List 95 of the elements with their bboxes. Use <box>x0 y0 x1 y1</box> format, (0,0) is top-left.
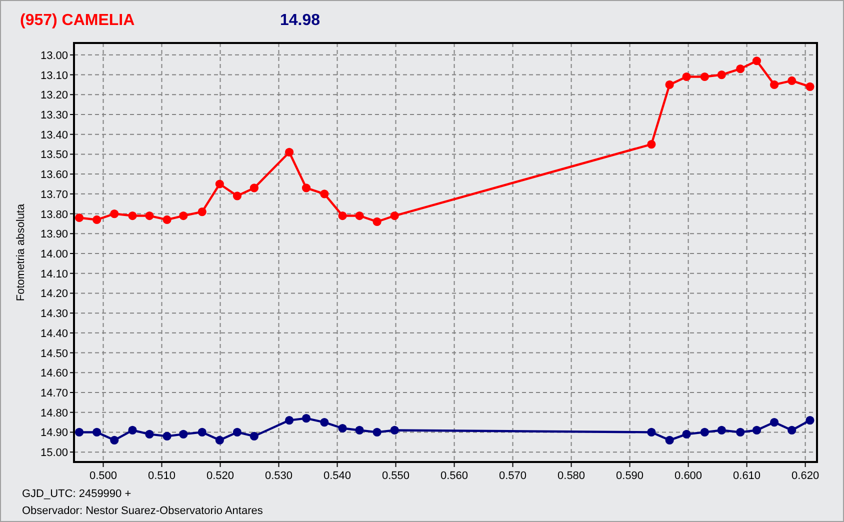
y-tick-label: 14.00 <box>40 248 68 260</box>
y-tick-label: 14.50 <box>40 348 68 360</box>
point <box>198 428 206 437</box>
x-tick-label: 0.530 <box>265 470 293 482</box>
point <box>92 428 102 437</box>
point <box>284 148 294 157</box>
x-tick-label: 0.610 <box>733 470 761 482</box>
point <box>92 215 102 224</box>
x-tick-label: 0.520 <box>206 470 234 482</box>
point <box>788 76 796 86</box>
x-tick-label: 0.580 <box>558 470 586 482</box>
point <box>179 211 188 220</box>
x-tick-label: 0.570 <box>499 470 527 482</box>
point <box>806 82 814 91</box>
point <box>647 140 656 149</box>
point <box>770 418 779 427</box>
y-tick-label: 14.40 <box>40 328 68 340</box>
point <box>110 436 119 444</box>
point <box>717 70 726 80</box>
point <box>752 56 762 66</box>
y-tick-label: 13.20 <box>40 90 68 102</box>
point <box>162 215 172 224</box>
x-tick-label: 0.560 <box>440 470 468 482</box>
point <box>770 80 779 89</box>
point <box>198 207 206 216</box>
y-tick-label: 14.90 <box>40 427 68 440</box>
y-tick-label: 13.40 <box>40 129 68 142</box>
point <box>74 428 84 437</box>
point <box>806 416 814 425</box>
point <box>145 211 154 220</box>
point <box>372 428 382 437</box>
y-tick-label: 13.30 <box>40 109 68 122</box>
x-tick-label: 0.540 <box>324 470 352 482</box>
x-tick-label: 0.600 <box>674 470 702 482</box>
y-axis-title: Fotometria absoluta <box>15 203 27 302</box>
point <box>232 428 242 437</box>
chart-title: (957) CAMELIA <box>20 12 136 29</box>
point <box>736 64 745 74</box>
point <box>752 426 762 435</box>
x-tick-label: 0.510 <box>148 470 176 482</box>
x-tick-label: 0.620 <box>792 470 820 482</box>
y-tick-label: 14.80 <box>40 407 68 420</box>
y-tick-label: 13.80 <box>40 208 68 221</box>
y-tick-label: 13.60 <box>40 169 68 182</box>
point <box>284 416 294 425</box>
chart-subtitle: 14.98 <box>280 12 320 29</box>
point <box>390 211 399 220</box>
y-tick-label: 13.00 <box>40 50 68 62</box>
y-tick-label: 13.70 <box>40 188 68 201</box>
point <box>232 192 242 200</box>
point <box>338 424 347 433</box>
point <box>162 432 172 440</box>
point <box>736 428 745 437</box>
point <box>110 209 119 218</box>
point <box>355 426 364 435</box>
point <box>682 430 691 438</box>
point <box>647 428 656 437</box>
point <box>665 80 674 89</box>
point <box>215 436 224 444</box>
y-tick-label: 14.30 <box>40 308 68 320</box>
point <box>338 211 347 220</box>
y-tick-label: 14.20 <box>40 288 68 300</box>
y-tick-label: 14.10 <box>40 268 68 280</box>
point <box>302 184 311 192</box>
x-tick-label: 0.590 <box>616 470 644 482</box>
point <box>390 426 399 435</box>
point <box>302 414 311 423</box>
y-tick-label: 13.50 <box>40 149 68 162</box>
point <box>355 211 364 220</box>
y-tick-label: 14.70 <box>40 388 68 400</box>
text: GJD_UTC: 2459990 + <box>22 488 132 500</box>
point <box>145 430 154 438</box>
y-tick-label: 14.60 <box>40 368 68 380</box>
point <box>700 428 709 437</box>
text: Observador: Nestor Suarez-Observatorio Antares <box>22 505 264 517</box>
point <box>74 213 84 222</box>
point <box>717 426 726 435</box>
point <box>372 217 382 226</box>
point <box>788 426 796 435</box>
y-tick-label: 13.10 <box>40 70 68 82</box>
point <box>682 72 691 82</box>
point <box>215 180 224 188</box>
y-tick-label: 13.90 <box>40 228 68 241</box>
point <box>250 184 258 192</box>
point <box>179 430 188 438</box>
point <box>128 211 137 220</box>
point <box>320 190 329 198</box>
point <box>250 432 258 440</box>
y-tick-label: 15.00 <box>40 447 68 460</box>
point <box>700 72 709 82</box>
point <box>665 436 674 444</box>
x-tick-label: 0.500 <box>89 470 118 482</box>
point <box>128 426 137 435</box>
x-tick-label: 0.550 <box>382 470 410 482</box>
point <box>320 418 329 427</box>
